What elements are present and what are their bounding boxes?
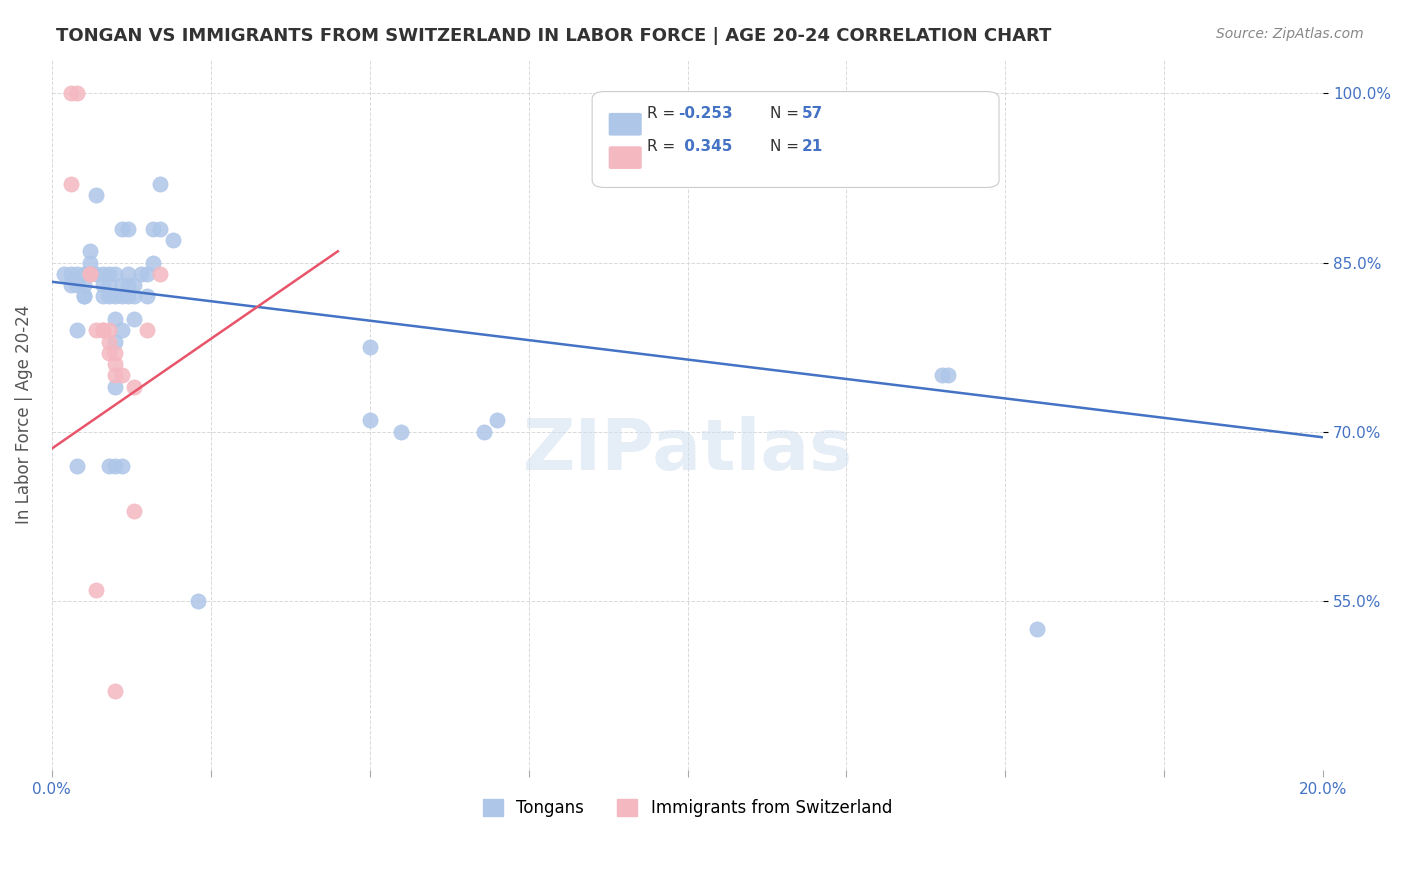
- Point: [66, 458, 89, 473]
- FancyBboxPatch shape: [609, 146, 641, 169]
- Point: [391, 425, 413, 439]
- Point: [79, 267, 101, 281]
- Point: [66, 267, 89, 281]
- Point: [98, 289, 121, 303]
- Point: [136, 267, 159, 281]
- Text: N =: N =: [770, 139, 804, 154]
- Point: [79, 255, 101, 269]
- Text: 0.345: 0.345: [679, 139, 733, 154]
- Point: [104, 684, 127, 698]
- Point: [91, 323, 114, 337]
- Text: 21: 21: [801, 139, 823, 154]
- Point: [931, 368, 953, 383]
- Point: [111, 323, 134, 337]
- Point: [117, 221, 139, 235]
- Point: [59, 278, 82, 293]
- Point: [142, 255, 165, 269]
- Point: [104, 345, 127, 359]
- Point: [98, 334, 121, 349]
- Point: [124, 312, 146, 326]
- Text: Source: ZipAtlas.com: Source: ZipAtlas.com: [1216, 27, 1364, 41]
- Point: [359, 413, 381, 427]
- Point: [485, 413, 508, 427]
- Point: [66, 278, 89, 293]
- Point: [117, 267, 139, 281]
- Point: [111, 221, 134, 235]
- Point: [72, 289, 94, 303]
- Point: [98, 458, 121, 473]
- Point: [91, 278, 114, 293]
- Point: [104, 289, 127, 303]
- Point: [1026, 622, 1049, 636]
- Point: [359, 340, 381, 354]
- Text: TONGAN VS IMMIGRANTS FROM SWITZERLAND IN LABOR FORCE | AGE 20-24 CORRELATION CHA: TONGAN VS IMMIGRANTS FROM SWITZERLAND IN…: [56, 27, 1052, 45]
- Point: [124, 503, 146, 517]
- Text: ZIPatlas: ZIPatlas: [523, 416, 852, 485]
- Point: [79, 267, 101, 281]
- Point: [59, 177, 82, 191]
- Point: [84, 267, 107, 281]
- Point: [59, 87, 82, 101]
- Point: [162, 233, 184, 247]
- Point: [104, 379, 127, 393]
- Point: [111, 368, 134, 383]
- Point: [117, 278, 139, 293]
- Text: R =: R =: [647, 106, 681, 121]
- Point: [98, 267, 121, 281]
- Point: [136, 323, 159, 337]
- Point: [149, 221, 172, 235]
- Point: [111, 458, 134, 473]
- Text: 57: 57: [801, 106, 823, 121]
- Point: [104, 312, 127, 326]
- Point: [936, 368, 959, 383]
- Point: [104, 334, 127, 349]
- Point: [72, 289, 94, 303]
- Point: [98, 345, 121, 359]
- Point: [136, 289, 159, 303]
- Text: R =: R =: [647, 139, 681, 154]
- Point: [124, 379, 146, 393]
- Point: [111, 278, 134, 293]
- Point: [79, 244, 101, 259]
- Point: [124, 289, 146, 303]
- Point: [149, 267, 172, 281]
- Point: [91, 289, 114, 303]
- Point: [84, 582, 107, 597]
- Point: [124, 278, 146, 293]
- Point: [72, 278, 94, 293]
- Text: N =: N =: [770, 106, 804, 121]
- Legend: Tongans, Immigrants from Switzerland: Tongans, Immigrants from Switzerland: [475, 791, 900, 826]
- Point: [91, 267, 114, 281]
- Point: [98, 323, 121, 337]
- Point: [91, 323, 114, 337]
- FancyBboxPatch shape: [609, 113, 641, 136]
- Point: [104, 357, 127, 371]
- Y-axis label: In Labor Force | Age 20-24: In Labor Force | Age 20-24: [15, 305, 32, 524]
- Point: [129, 267, 152, 281]
- Point: [149, 177, 172, 191]
- Point: [98, 278, 121, 293]
- FancyBboxPatch shape: [592, 92, 1000, 187]
- Point: [472, 425, 495, 439]
- Point: [104, 368, 127, 383]
- Text: -0.253: -0.253: [679, 106, 734, 121]
- Point: [142, 221, 165, 235]
- Point: [59, 267, 82, 281]
- Point: [66, 323, 89, 337]
- Point: [104, 267, 127, 281]
- Point: [53, 267, 76, 281]
- Point: [66, 87, 89, 101]
- Point: [117, 289, 139, 303]
- Point: [84, 188, 107, 202]
- Point: [104, 458, 127, 473]
- Point: [111, 289, 134, 303]
- Point: [72, 267, 94, 281]
- Point: [84, 323, 107, 337]
- Point: [187, 594, 209, 608]
